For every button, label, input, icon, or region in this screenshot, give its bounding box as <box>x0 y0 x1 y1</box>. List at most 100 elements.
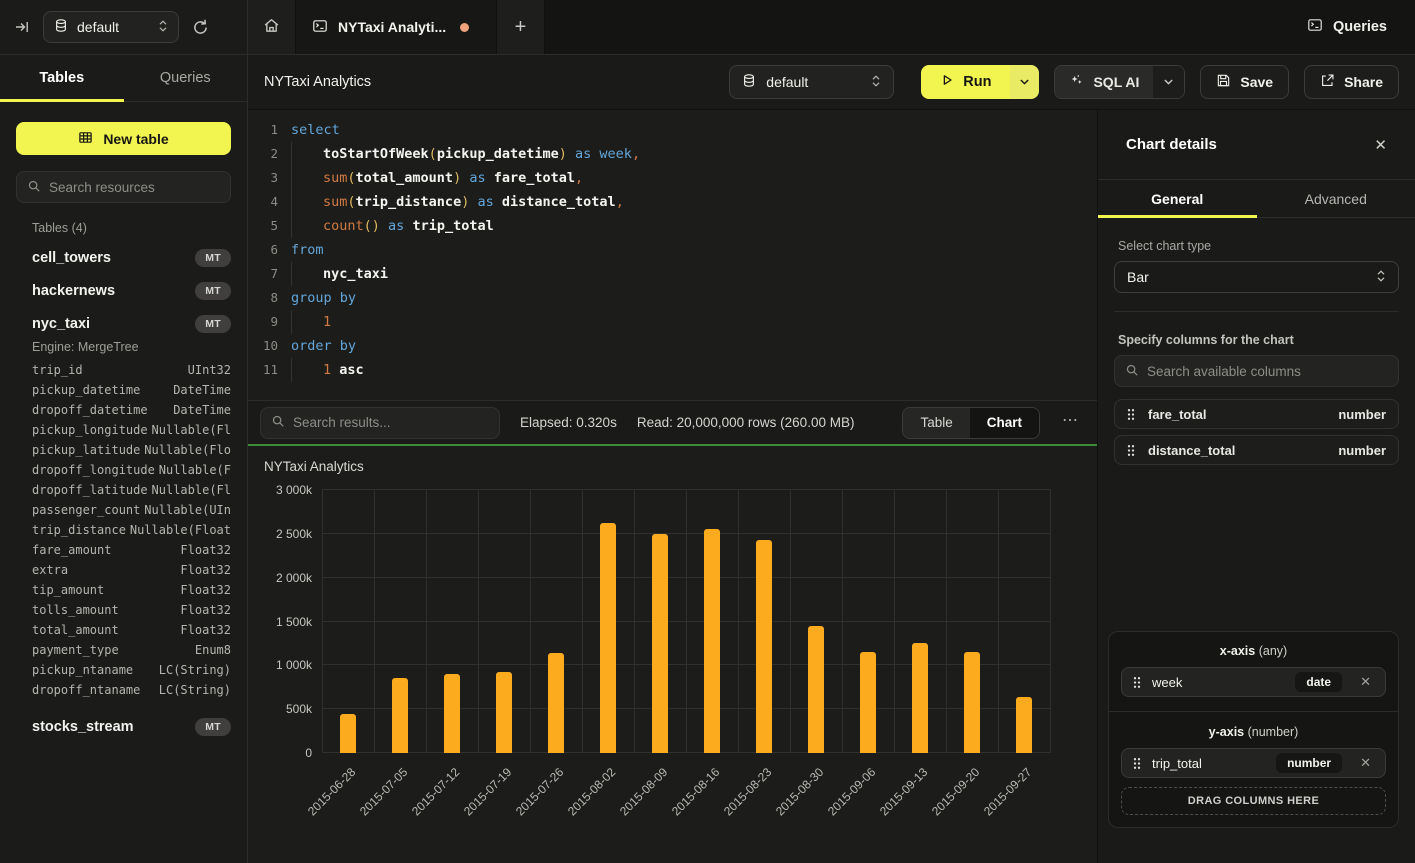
run-options-button[interactable] <box>1010 65 1039 99</box>
chart-type-select[interactable]: Bar <box>1114 261 1399 293</box>
view-toggle-chart[interactable]: Chart <box>970 408 1039 438</box>
bar-2015-08-30[interactable] <box>808 626 824 753</box>
table-column-row: pickup_datetimeDateTime <box>0 380 247 400</box>
play-icon <box>940 73 954 91</box>
column-name: trip_total <box>1152 756 1202 771</box>
sparkles-icon <box>1069 73 1084 91</box>
query-toolbar: NYTaxi Analytics default Run <box>248 55 1415 110</box>
refresh-icon[interactable] <box>192 19 209 36</box>
sql-ai-options-button[interactable] <box>1153 66 1184 98</box>
chart-type-value: Bar <box>1127 269 1149 285</box>
x-axis-column-week[interactable]: weekdate✕ <box>1121 667 1386 697</box>
column-name: pickup_latitude <box>32 443 140 457</box>
resource-search-input[interactable] <box>16 171 231 203</box>
share-button[interactable]: Share <box>1304 65 1399 99</box>
sidebar-tab-tables[interactable]: Tables <box>0 55 124 101</box>
new-table-button[interactable]: New table <box>16 122 231 155</box>
sql-editor[interactable]: 1select2toStartOfWeek(pickup_datetime) a… <box>248 110 1097 400</box>
drag-handle-icon <box>1133 676 1141 689</box>
column-type: number <box>1338 443 1386 458</box>
terminal-icon <box>1307 17 1323 37</box>
column-name: fare_total <box>1148 407 1207 422</box>
engine-badge: MT <box>195 249 231 267</box>
bar-2015-09-06[interactable] <box>860 652 876 753</box>
line-number: 4 <box>248 190 278 214</box>
database-selector[interactable]: default <box>43 11 179 43</box>
save-label: Save <box>1240 74 1273 90</box>
bar-chart-plot <box>322 490 1050 753</box>
y-axis-column-trip_total[interactable]: trip_total number ✕ <box>1121 748 1386 778</box>
columns-search-input[interactable] <box>1114 355 1399 387</box>
table-column-row: trip_idUInt32 <box>0 360 247 380</box>
panel-tabs: General Advanced <box>1098 180 1415 218</box>
chevron-updown-icon <box>158 19 168 36</box>
bar-2015-09-13[interactable] <box>912 643 928 753</box>
gridline-vertical <box>634 490 635 753</box>
sql-ai-button[interactable]: SQL AI <box>1055 66 1153 98</box>
available-column-fare_total[interactable]: fare_total number <box>1114 399 1399 429</box>
table-grid-icon <box>78 130 93 148</box>
bar-2015-08-23[interactable] <box>756 540 772 753</box>
bar-2015-07-19[interactable] <box>496 672 512 753</box>
terminal-icon <box>312 18 328 37</box>
collapse-sidebar-icon[interactable] <box>14 19 30 35</box>
code-text: sum(trip_distance) as distance_total, <box>278 190 624 214</box>
toolbar-database-selector[interactable]: default <box>729 65 894 99</box>
gridline-vertical <box>946 490 947 753</box>
column-type: LC(String) <box>159 663 231 677</box>
new-tab-button[interactable]: + <box>497 0 545 54</box>
available-column-distance_total[interactable]: distance_totalnumber <box>1114 435 1399 465</box>
panel-tab-advanced[interactable]: Advanced <box>1257 180 1415 217</box>
home-tab[interactable] <box>248 0 296 54</box>
bar-2015-09-27[interactable] <box>1016 697 1032 753</box>
gridline-vertical <box>374 490 375 753</box>
gridline-vertical <box>894 490 895 753</box>
code-line: 91 <box>248 310 1097 334</box>
view-toggle-table[interactable]: Table <box>903 408 969 438</box>
column-type: Float32 <box>180 603 231 617</box>
bar-2015-08-02[interactable] <box>600 523 616 753</box>
drag-columns-drop-zone[interactable]: DRAG COLUMNS HERE <box>1121 787 1386 815</box>
table-list-item[interactable]: stocks_streamMT <box>0 710 247 743</box>
results-search-input[interactable] <box>260 407 500 439</box>
bar-2015-07-12[interactable] <box>444 674 460 753</box>
column-type-badge: number <box>1276 753 1342 773</box>
tab-nytaxi-analytics[interactable]: NYTaxi Analyti... <box>296 0 497 54</box>
x-axis-labels: 2015-06-282015-07-052015-07-122015-07-19… <box>322 765 1050 855</box>
close-icon[interactable]: ✕ <box>1374 136 1387 154</box>
tables-list: cell_towersMThackernewsMTnyc_taxiMTEngin… <box>0 241 247 743</box>
panel-title: Chart details <box>1126 136 1217 153</box>
y-tick-label: 500k <box>286 702 312 716</box>
bar-2015-06-28[interactable] <box>340 714 356 753</box>
chart-title: NYTaxi Analytics <box>264 459 364 474</box>
table-list-item[interactable]: nyc_taxiMT <box>0 307 247 340</box>
bar-2015-08-16[interactable] <box>704 529 720 753</box>
table-column-row: dropoff_longitudeNullable(F <box>0 460 247 480</box>
bar-2015-07-05[interactable] <box>392 678 408 753</box>
table-column-row: fare_amountFloat32 <box>0 540 247 560</box>
table-list-item[interactable]: cell_towersMT <box>0 241 247 274</box>
y-tick-label: 1 000k <box>276 658 312 672</box>
column-type: number <box>1338 407 1386 422</box>
bar-2015-07-26[interactable] <box>548 653 564 753</box>
table-list-item[interactable]: hackernewsMT <box>0 274 247 307</box>
column-type: DateTime <box>173 383 231 397</box>
more-options-icon[interactable]: ⋯ <box>1060 410 1085 436</box>
x-tick-label: 2015-09-06 <box>825 765 878 818</box>
remove-column-icon[interactable]: ✕ <box>1357 755 1374 771</box>
x-tick-label: 2015-07-12 <box>409 765 462 818</box>
line-number: 5 <box>248 214 278 238</box>
remove-column-icon[interactable]: ✕ <box>1357 674 1374 690</box>
run-button[interactable]: Run <box>921 65 1010 99</box>
bar-2015-09-20[interactable] <box>964 652 980 753</box>
save-button[interactable]: Save <box>1200 65 1289 99</box>
line-number: 9 <box>248 310 278 334</box>
sidebar-tab-queries[interactable]: Queries <box>124 55 248 101</box>
bar-2015-08-09[interactable] <box>652 534 668 753</box>
panel-tab-general[interactable]: General <box>1098 180 1257 217</box>
database-icon <box>742 73 756 91</box>
queries-button[interactable]: Queries <box>1307 17 1387 37</box>
x-tick-label: 2015-09-20 <box>929 765 982 818</box>
code-line: 8group by <box>248 286 1097 310</box>
y-tick-label: 2 000k <box>276 571 312 585</box>
